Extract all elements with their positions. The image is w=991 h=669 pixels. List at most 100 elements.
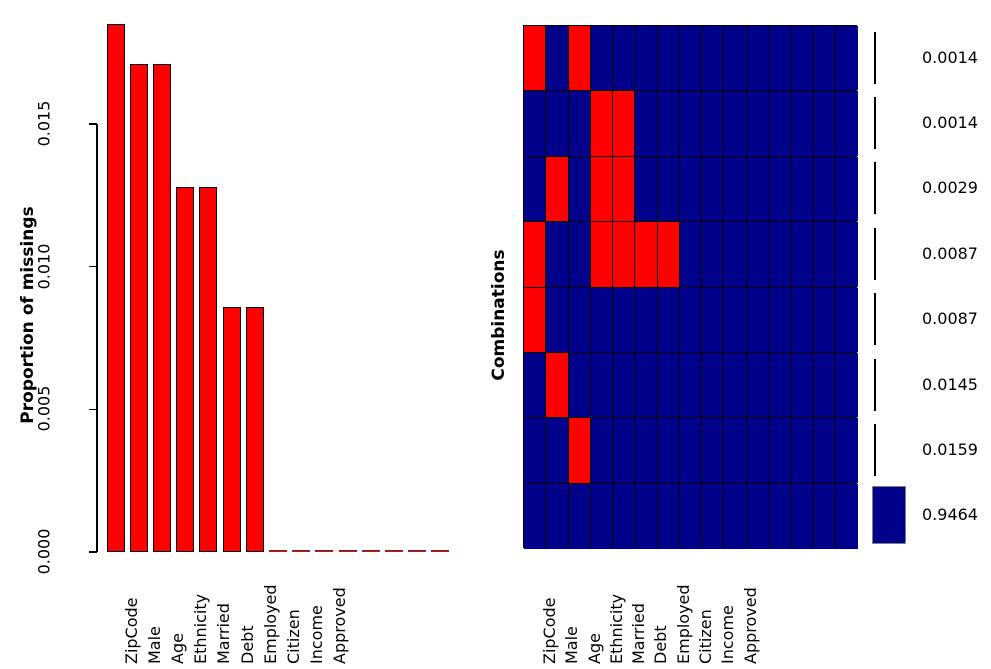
matrix-cell-observed — [679, 26, 703, 91]
matrix-cell-observed — [679, 418, 703, 483]
matrix-cell-observed — [679, 91, 703, 156]
matrix-cell-observed — [613, 418, 636, 483]
matrix-cell-observed — [724, 91, 747, 156]
matrix-cell-observed — [679, 352, 703, 418]
matrix-cell-observed — [568, 287, 591, 352]
matrix-cell-observed — [679, 156, 703, 222]
matrix-cell-observed — [679, 222, 703, 287]
matrix-cell-observed — [768, 156, 792, 222]
matrix-cell-observed — [768, 91, 792, 156]
right-axis-tick — [874, 293, 876, 346]
right-x-axis-tick-label: Citizen — [696, 609, 715, 664]
matrix-row — [524, 26, 858, 92]
row-proportion-label: 0.0145 — [922, 374, 978, 394]
matrix-cell-observed — [702, 418, 725, 483]
matrix-cell-observed — [546, 26, 569, 91]
matrix-cell-observed — [702, 91, 725, 156]
left-x-axis-tick-label: Ethnicity — [191, 593, 211, 664]
right-x-axis-tick-label: Male — [562, 626, 582, 664]
bar — [268, 550, 288, 552]
bar — [338, 550, 357, 552]
matrix-cell-missing — [546, 352, 569, 418]
bar — [152, 64, 172, 552]
matrix-cell-observed — [835, 222, 858, 287]
matrix-cell-observed — [657, 156, 680, 222]
matrix-cell-observed — [791, 91, 814, 156]
right-x-axis-tick-label: ZipCode — [540, 597, 560, 664]
matrix-cell-observed — [702, 352, 725, 418]
matrix-cell-observed — [635, 156, 658, 222]
matrix-cell-missing — [635, 222, 658, 287]
matrix-cell-missing — [546, 156, 569, 222]
matrix-cell-observed — [746, 418, 769, 483]
matrix-cell-observed — [635, 287, 658, 352]
matrix-cell-observed — [813, 352, 836, 418]
left-x-axis-tick-label: Employed — [260, 584, 280, 664]
matrix-cell-observed — [590, 418, 614, 483]
matrix-cell-observed — [657, 352, 680, 418]
right-x-axis-tick-label: Married — [629, 603, 649, 664]
bar — [361, 550, 380, 552]
matrix-cell-observed — [835, 352, 858, 418]
right-x-axis-tick-label: Ethnicity — [606, 593, 626, 664]
matrix-cell-observed — [657, 483, 680, 549]
matrix-cell-observed — [791, 418, 814, 483]
matrix-cell-observed — [746, 483, 769, 549]
matrix-row — [524, 483, 858, 549]
matrix-cell-observed — [746, 287, 769, 352]
matrix-cell-missing — [657, 222, 680, 287]
matrix-cell-observed — [791, 483, 814, 549]
right-x-axis-tick-label: Approved — [740, 587, 760, 664]
matrix-cell-observed — [613, 483, 636, 549]
matrix-cell-observed — [702, 483, 725, 549]
row-proportion-label: 0.0159 — [922, 439, 978, 459]
matrix-cell-observed — [835, 418, 858, 483]
matrix-cell-observed — [768, 352, 792, 418]
matrix-cell-observed — [724, 222, 747, 287]
right-x-axis-tick-label: Income — [718, 605, 738, 664]
matrix-cell-observed — [768, 483, 792, 549]
matrix-cell-missing — [524, 26, 547, 91]
matrix-cell-observed — [568, 483, 591, 549]
row-proportion-label: 0.0087 — [922, 243, 978, 263]
matrix-cell-observed — [568, 91, 591, 156]
matrix-cell-observed — [835, 26, 858, 91]
matrix-cell-observed — [813, 156, 836, 222]
matrix-cell-observed — [657, 287, 680, 352]
bars-area — [0, 0, 470, 669]
legend-observed-swatch — [872, 486, 906, 545]
matrix-cell-observed — [724, 418, 747, 483]
left-y-axis-tick — [89, 123, 97, 125]
matrix-cell-observed — [568, 222, 591, 287]
matrix-cell-missing — [590, 156, 614, 222]
matrix-cell-observed — [524, 483, 547, 549]
right-x-axis-tick-label: Employed — [673, 584, 693, 664]
matrix-cell-observed — [657, 418, 680, 483]
right-axis-tick — [874, 423, 876, 476]
right-axis-tick — [874, 97, 876, 150]
right-axis-tick — [874, 227, 876, 280]
bar — [384, 550, 404, 552]
matrix-cell-observed — [835, 91, 858, 156]
row-proportion-label: 0.0029 — [922, 178, 978, 198]
matrix-cell-observed — [813, 91, 836, 156]
barplot-panel: Proportion of missings 0.000 0.005 0.010 0.… — [0, 0, 470, 669]
matrix-cell-observed — [768, 26, 792, 91]
left-x-axis-tick-label: Income — [307, 605, 327, 664]
matrix-cell-observed — [791, 156, 814, 222]
bar — [176, 186, 195, 552]
matrix-cell-missing — [590, 222, 614, 287]
matrix-cell-observed — [657, 91, 680, 156]
left-y-axis-tick — [89, 265, 97, 268]
matrix-row — [524, 352, 858, 419]
matrix-cell-observed — [590, 287, 614, 352]
matrix-cell-observed — [635, 91, 658, 156]
matrix-cell-observed — [546, 418, 569, 483]
matrix-cell-observed — [746, 352, 769, 418]
matrix-cell-observed — [590, 26, 614, 91]
matrix-cell-observed — [657, 26, 680, 91]
matrix-cell-observed — [791, 26, 814, 91]
matrix-row — [524, 91, 858, 157]
left-x-axis-tick-label: Approved — [330, 587, 350, 664]
